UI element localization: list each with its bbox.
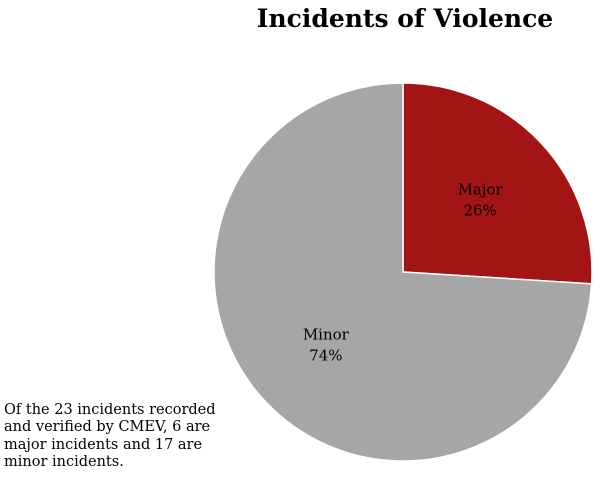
slice-label-name: Major — [458, 181, 504, 199]
pie-slices — [213, 82, 593, 462]
slice-label-minor: Minor 74% — [303, 325, 350, 364]
pie-slice-major — [402, 82, 593, 285]
chart-title: Incidents of Violence — [256, 4, 554, 33]
slice-label-percent: 74% — [309, 346, 342, 364]
pie-slice-minor — [213, 82, 593, 462]
slice-label-name: Minor — [303, 325, 350, 343]
chart-caption: Of the 23 incidents recorded and verifie… — [4, 402, 216, 471]
slice-label-major: Major 26% — [458, 181, 504, 220]
slice-label-percent: 26% — [463, 202, 496, 220]
pie-labels: Major 26% Minor 74% — [303, 181, 504, 365]
